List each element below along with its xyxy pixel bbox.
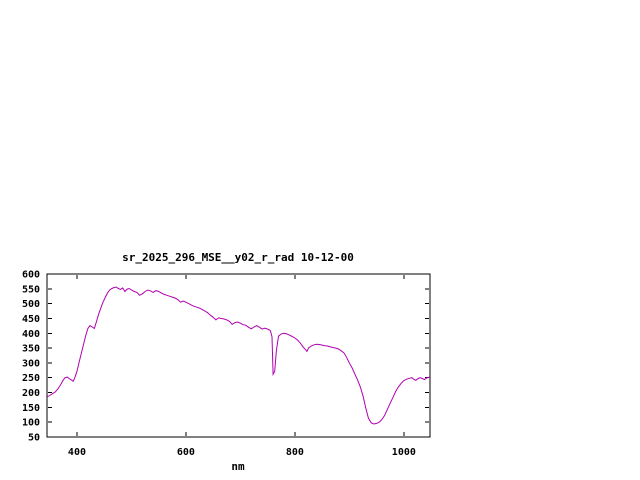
- y-tick-label: 250: [22, 373, 40, 384]
- y-tick-label: 450: [22, 314, 40, 325]
- x-tick-label: 400: [68, 447, 86, 458]
- y-tick-label: 200: [22, 388, 40, 399]
- y-tick-label: 500: [22, 299, 40, 310]
- y-tick-label: 50: [28, 433, 40, 444]
- plot-border: [46, 273, 431, 438]
- y-tick-label: 550: [22, 284, 40, 295]
- y-tick-label: 300: [22, 358, 40, 369]
- x-tick-label: 600: [177, 447, 195, 458]
- x-tick-label: 800: [286, 447, 304, 458]
- spectrum-line: [46, 286, 431, 425]
- axis-ticks: [48, 273, 429, 438]
- y-tick-label: 600: [22, 270, 40, 281]
- y-tick-label: 350: [22, 344, 40, 355]
- chart-title: sr_2025_296_MSE__y02_r_rad 10-12-00: [122, 251, 354, 264]
- y-tick-label: 400: [22, 329, 40, 340]
- y-tick-label: 150: [22, 403, 40, 414]
- y-tick-label: 100: [22, 418, 40, 429]
- tick-labels: 400 600 800 1000 50 100 150 200 250 300 350 400 450 5…: [22, 270, 416, 459]
- x-axis-title: nm: [231, 460, 245, 473]
- x-tick-label: 1000: [392, 447, 416, 458]
